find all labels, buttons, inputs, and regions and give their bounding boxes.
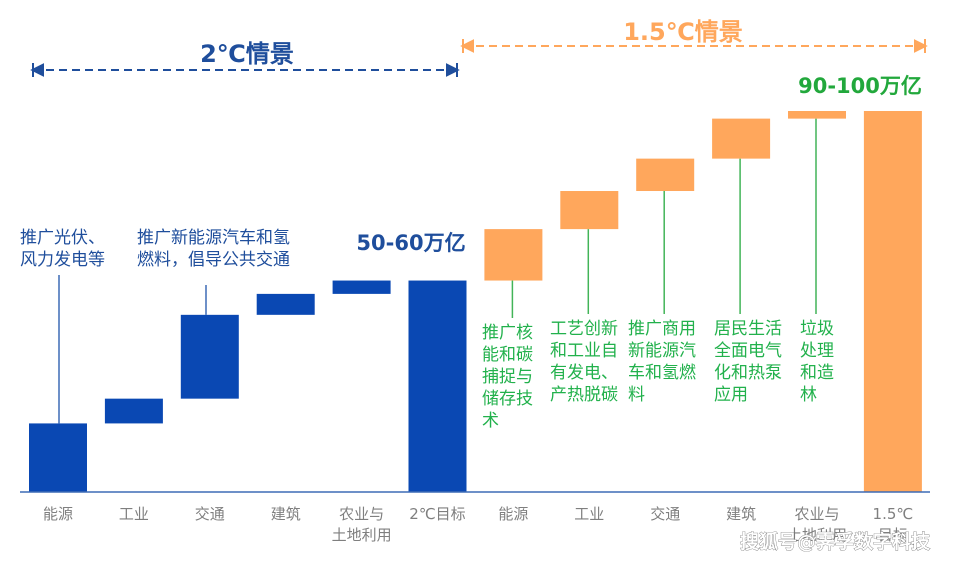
annotations: 推广光伏、风力发电等推广新能源汽车和氢燃料，倡导公共交通推广核能和碳捕捉与储存技…: [20, 228, 834, 431]
bar-2c-0: [29, 423, 87, 492]
bar-1p5c-9: [712, 118, 771, 159]
two-degree-total-label: 50-60万亿: [356, 231, 465, 255]
bar-2c-5: [408, 280, 467, 492]
x-tick-label: 建筑: [726, 505, 756, 523]
x-tick-label: 1.5℃目标: [873, 505, 914, 544]
annotation-connectors: [58, 118, 817, 424]
x-tick-label: 能源: [43, 505, 73, 523]
annotation-blue-0: 推广光伏、风力发电等: [20, 228, 105, 270]
annotation-green-1: 工艺创新和工业自有发电、产热脱碳: [550, 319, 618, 405]
x-tick-label: 农业与土地利用: [332, 505, 392, 544]
annotation-green-4: 垃圾处理和造林: [800, 319, 834, 405]
annotation-green-0: 推广核能和碳捕捉与储存技术: [482, 323, 533, 431]
bar-1p5c-10: [788, 111, 846, 119]
bar-1p5c-7: [560, 191, 619, 230]
x-tick-labels: 能源 工业 交通 建筑 农业与土地利用 2℃目标 能源 工业 交通 建筑 农业与土地利用 1.5℃目标: [43, 505, 913, 544]
one-point-five-scenario-title: 1.5℃情景: [623, 18, 743, 46]
annotation-green-3: 居民生活全面电气化和热泵应用: [714, 319, 782, 405]
bar-2c-4: [332, 280, 391, 294]
x-tick-label: 农业与土地利用: [787, 505, 847, 544]
bar-1p5c-11: [863, 111, 922, 492]
x-tick-label: 交通: [650, 505, 680, 523]
bar-2c-2: [180, 314, 239, 399]
x-tick-label: 2℃目标: [409, 505, 465, 523]
bars-group: [29, 111, 922, 492]
bar-2c-3: [256, 293, 315, 315]
x-tick-label: 工业: [574, 505, 604, 523]
x-tick-label: 能源: [498, 505, 528, 523]
two-degree-scenario-title: 2℃情景: [200, 40, 294, 68]
bar-2c-1: [104, 398, 163, 424]
watermark: 搜狐号@霁孚数字科技: [740, 530, 931, 553]
x-tick-label: 建筑: [271, 505, 301, 523]
bar-1p5c-6: [484, 229, 543, 281]
x-tick-label: 工业: [119, 505, 149, 523]
x-tick-label: 交通: [195, 505, 225, 523]
one-point-five-total-label: 90-100万亿: [798, 74, 922, 98]
annotation-green-2: 推广商用新能源汽车和氢燃料: [628, 319, 696, 405]
annotation-blue-1: 推广新能源汽车和氢燃料，倡导公共交通: [137, 228, 290, 270]
bar-1p5c-8: [636, 158, 695, 192]
